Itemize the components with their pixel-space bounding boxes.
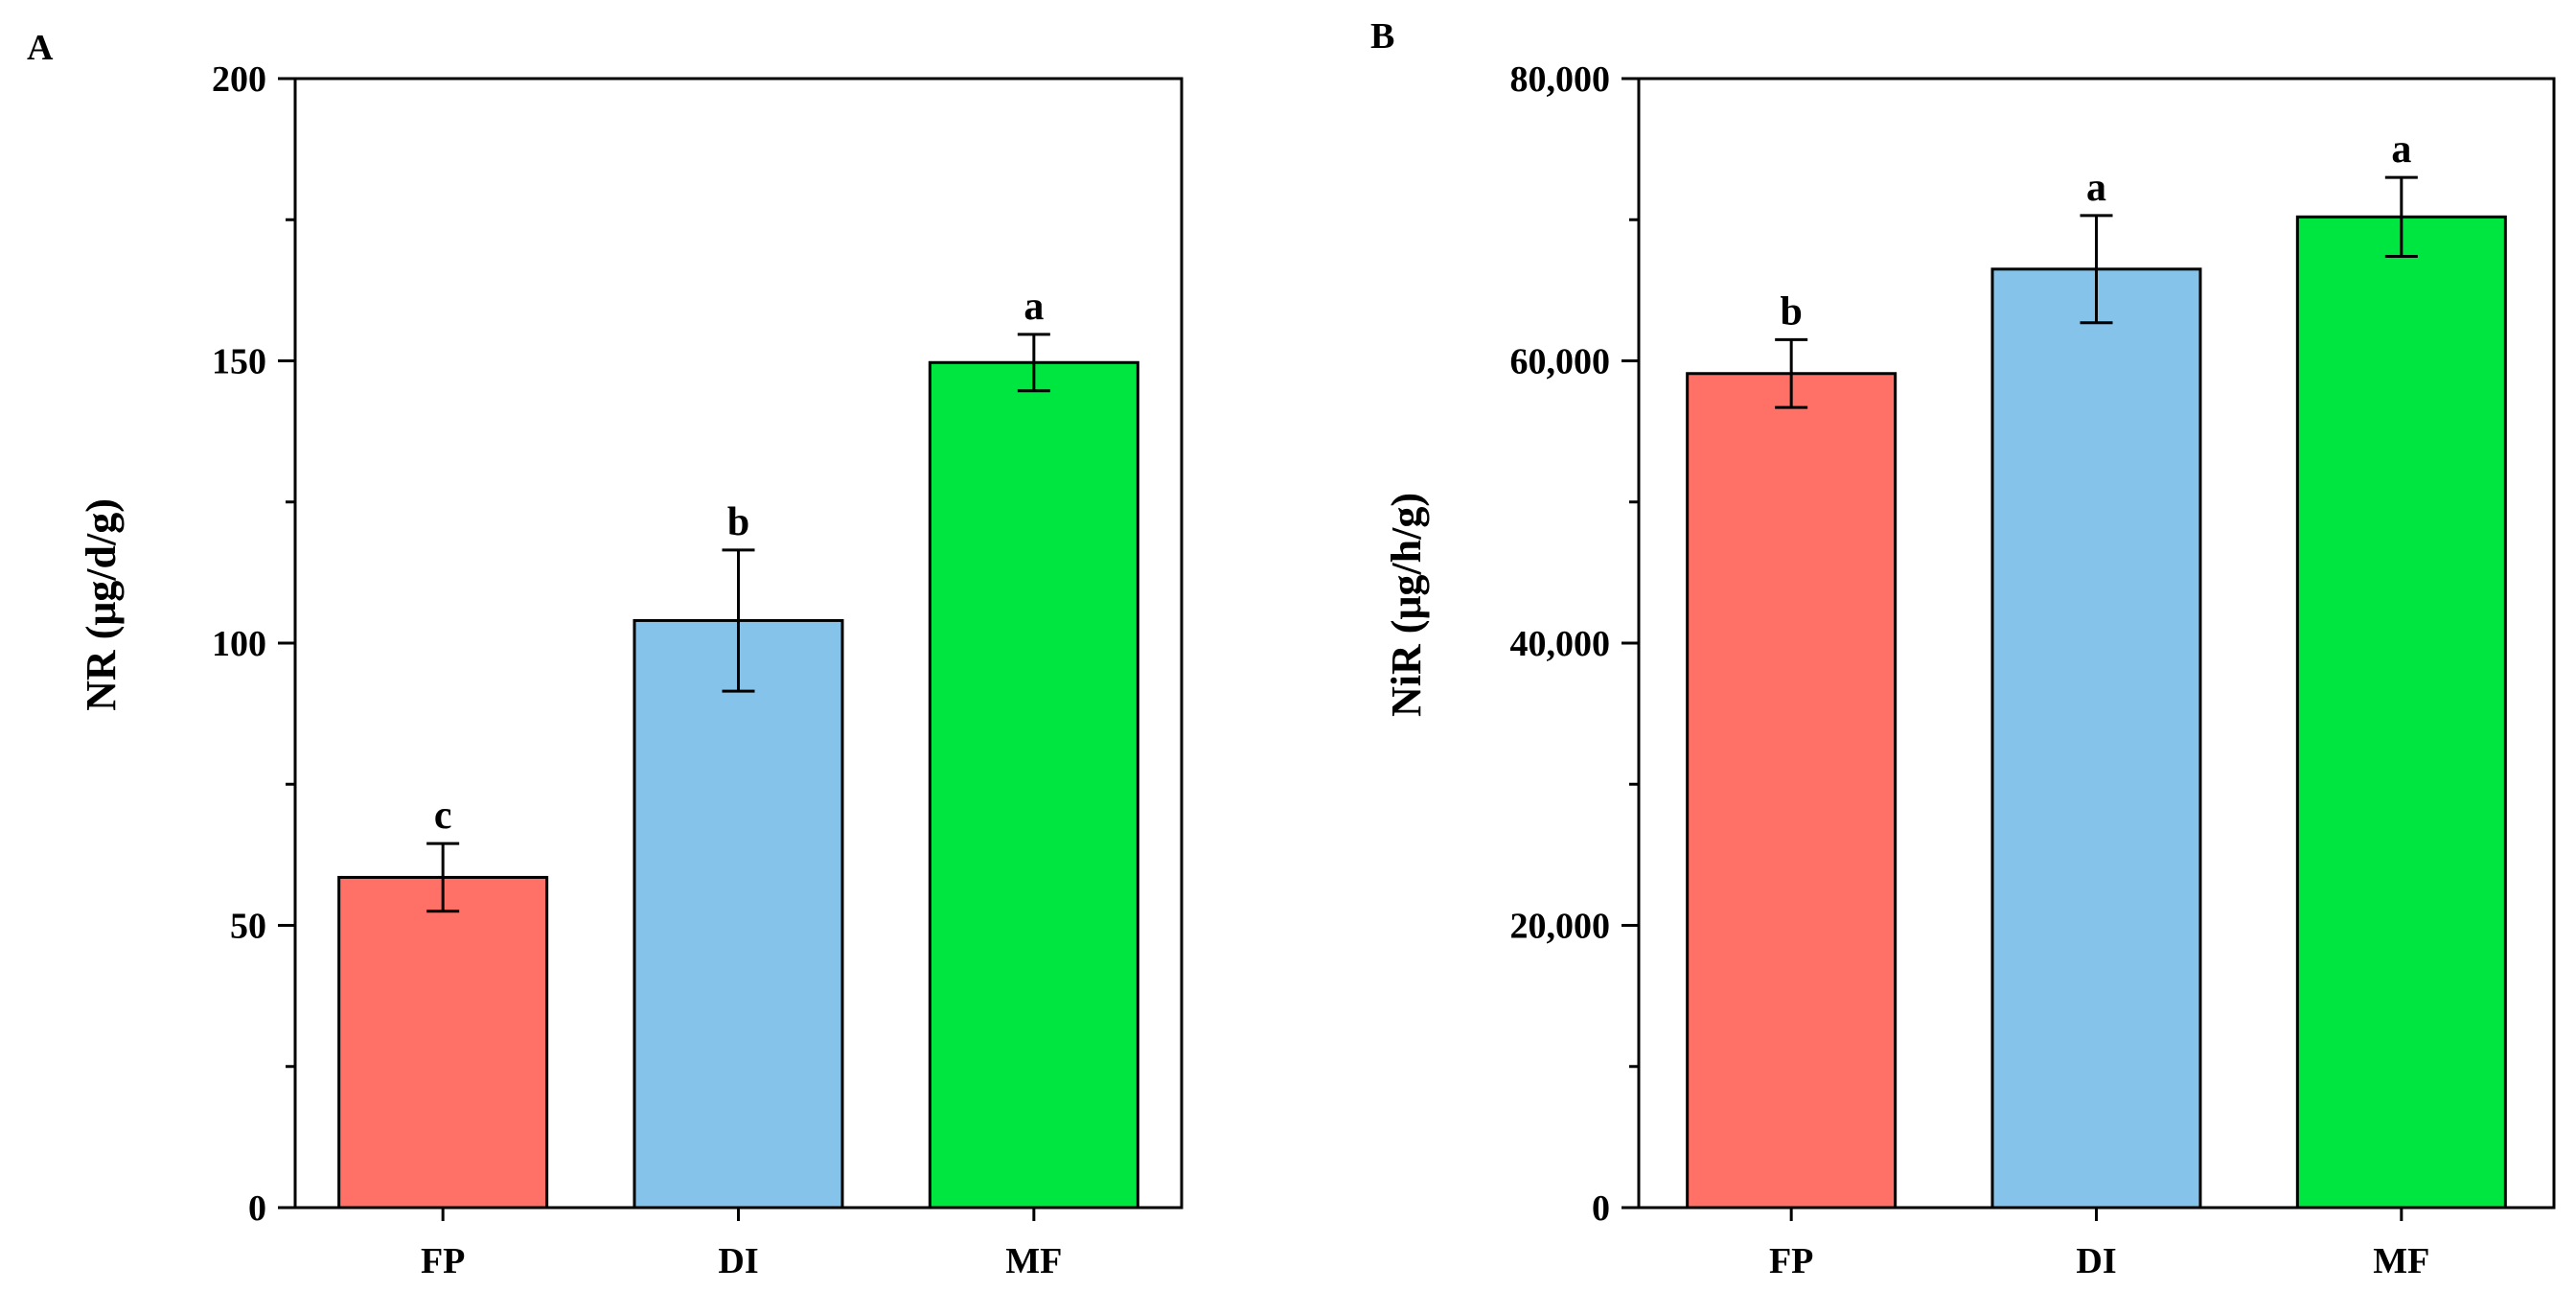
y-tick-label-b-0: 0 bbox=[1592, 1188, 1610, 1229]
panel-a-plot: c FP b DI a MF 0 50 100 150 200 bbox=[212, 59, 1184, 1281]
x-tick-label-b-fp: FP bbox=[1769, 1241, 1813, 1281]
x-tick-label-a-fp: FP bbox=[421, 1241, 465, 1281]
y-tick-label-a-1: 50 bbox=[230, 907, 266, 947]
axes-frame-b bbox=[1637, 77, 2556, 1210]
significance-label-a-di: b bbox=[727, 500, 749, 544]
y-tick-label-b-2: 40,000 bbox=[1510, 624, 1611, 664]
y-axis-title-b: NiR (μg/h/g) bbox=[1383, 493, 1430, 717]
bar-a-fp bbox=[337, 875, 549, 1210]
significance-label-a-fp: c bbox=[434, 794, 452, 838]
y-tick-label-a-3: 150 bbox=[212, 342, 266, 382]
axes-frame-a bbox=[293, 77, 1184, 1210]
y-tick-label-b-3: 60,000 bbox=[1510, 342, 1611, 382]
x-tick-label-a-di: DI bbox=[718, 1241, 758, 1281]
significance-label-b-fp: b bbox=[1780, 289, 1802, 334]
significance-label-a-mf: a bbox=[1024, 285, 1044, 329]
panel-label-b: B bbox=[1370, 16, 1394, 57]
y-axis-title-a: NR (μg/d/g) bbox=[78, 498, 125, 711]
y-tick-label-a-0: 0 bbox=[248, 1188, 266, 1229]
x-tick-label-b-di: DI bbox=[2076, 1241, 2116, 1281]
bar-a-mf bbox=[928, 360, 1139, 1210]
panel-b-plot: b FP a DI a MF 0 20,000 40,000 60,000 80,000 bbox=[1510, 59, 2556, 1281]
x-tick-label-a-mf: MF bbox=[1005, 1241, 1062, 1281]
bar-b-mf bbox=[2295, 215, 2507, 1210]
x-tick-label-b-mf: MF bbox=[2373, 1241, 2429, 1281]
y-tick-label-b-4: 80,000 bbox=[1510, 59, 1611, 100]
bar-b-di bbox=[1990, 267, 2202, 1210]
panel-b: B b FP a DI a MF 0 20,000 40,000 60,000 80,000 NiR… bbox=[1370, 16, 2556, 1281]
significance-label-b-di: a bbox=[2086, 166, 2106, 210]
significance-label-b-mf: a bbox=[2391, 127, 2411, 172]
y-tick-label-a-2: 100 bbox=[212, 624, 266, 664]
panel-label-a: A bbox=[27, 28, 54, 68]
y-tick-label-b-1: 20,000 bbox=[1510, 907, 1611, 947]
y-tick-label-a-4: 200 bbox=[212, 59, 266, 100]
bar-a-di bbox=[632, 618, 844, 1210]
panel-a: A c FP b DI a MF 0 50 100 150 200 NR (μg/d/g) bbox=[27, 28, 1184, 1281]
bar-b-fp bbox=[1686, 372, 1898, 1210]
